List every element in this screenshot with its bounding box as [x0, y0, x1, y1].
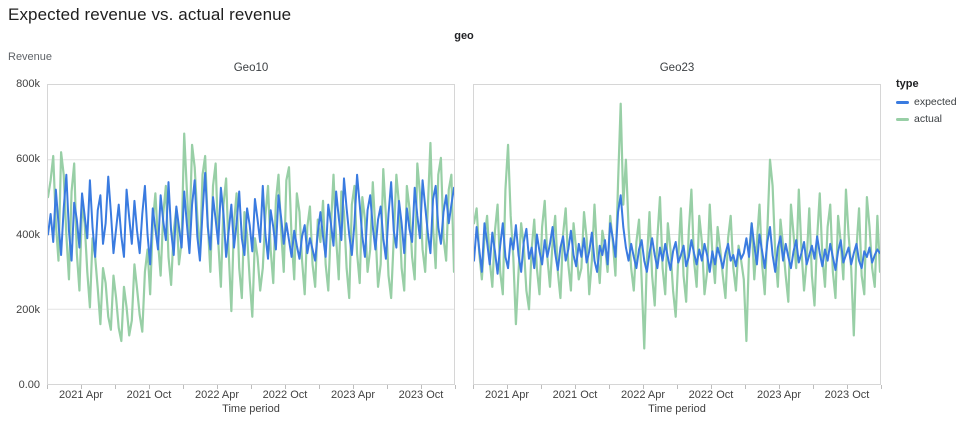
x-tick-mark	[387, 385, 388, 389]
x-tick-label: 2023 Apr	[756, 389, 802, 401]
x-tick-mark	[779, 385, 780, 389]
x-axis-ticks-geo23	[473, 385, 882, 390]
y-tick-label: 0.00	[18, 379, 40, 391]
x-axis-title-geo23: Time period	[648, 403, 706, 415]
x-tick-mark	[353, 385, 354, 389]
y-axis-title: Revenue	[8, 51, 53, 63]
x-tick-mark	[473, 385, 474, 389]
x-tick-mark	[881, 385, 882, 389]
x-tick-mark	[455, 385, 456, 389]
x-tick-label: 2022 Apr	[620, 389, 666, 401]
x-tick-label: 2021 Oct	[552, 389, 598, 401]
series-line-expected	[48, 173, 454, 265]
x-tick-mark	[318, 385, 320, 389]
y-tick-label: 600k	[16, 153, 40, 166]
legend-item-label: actual	[914, 113, 943, 125]
x-tick-mark	[540, 385, 542, 389]
legend: type expected actual	[896, 78, 958, 130]
legend-swatch-icon	[896, 100, 909, 104]
x-tick-mark	[506, 385, 508, 389]
x-tick-mark	[744, 385, 746, 389]
x-axis-tick-labels-geo10: 2021 Apr 2021 Oct 2022 Apr 2022 Oct 2023 Apr…	[47, 389, 455, 402]
x-axis-tick-labels-geo23: 2021 Apr 2021 Oct 2022 Apr 2022 Oct 2023 Apr…	[473, 389, 881, 402]
legend-title: type	[896, 78, 919, 90]
x-axis-title-geo10: Time period	[222, 403, 280, 415]
x-tick-mark	[813, 385, 814, 389]
x-tick-label: 2023 Apr	[330, 389, 376, 401]
x-tick-mark	[421, 385, 422, 389]
series-line-actual	[474, 104, 880, 349]
y-tick-label: 200k	[16, 303, 40, 316]
x-tick-mark	[217, 385, 218, 389]
x-tick-mark	[285, 385, 286, 389]
series-line-expected	[474, 195, 880, 273]
facet-title-geo23: Geo23	[659, 62, 695, 74]
chart-title: Expected revenue vs. actual revenue	[8, 5, 292, 24]
line-chart-geo23	[474, 85, 880, 384]
x-tick-label: 2022 Apr	[194, 389, 240, 401]
legend-swatch-icon	[896, 117, 909, 121]
facet-title-geo10: Geo10	[233, 62, 269, 74]
x-tick-label: 2022 Oct	[262, 389, 308, 401]
x-tick-label: 2023 Oct	[824, 389, 870, 401]
x-tick-mark	[149, 385, 150, 389]
series-line-actual	[48, 134, 454, 341]
x-tick-mark	[251, 385, 252, 389]
x-tick-mark	[114, 385, 116, 389]
x-tick-label: 2022 Oct	[688, 389, 734, 401]
x-tick-mark	[80, 385, 82, 389]
x-tick-mark	[182, 385, 184, 389]
legend-item-label: expected	[914, 96, 957, 108]
x-tick-mark	[47, 385, 48, 389]
facet-dimension-label: geo	[454, 30, 474, 42]
legend-item-actual[interactable]: actual	[896, 113, 958, 125]
x-axis-ticks-geo10	[47, 385, 456, 390]
x-tick-label: 2021 Apr	[58, 389, 104, 401]
x-tick-mark	[643, 385, 644, 389]
plot-area-geo10	[47, 84, 455, 385]
x-tick-label: 2021 Oct	[126, 389, 172, 401]
y-tick-label: 800k	[16, 78, 40, 90]
line-chart-geo10	[48, 85, 454, 384]
x-tick-mark	[847, 385, 848, 389]
x-tick-mark	[677, 385, 678, 389]
y-tick-label: 400k	[16, 228, 40, 241]
plot-area-geo23	[473, 84, 881, 385]
x-tick-mark	[711, 385, 712, 389]
legend-item-expected[interactable]: expected	[896, 96, 958, 108]
x-tick-mark	[575, 385, 576, 389]
x-tick-label: 2023 Oct	[398, 389, 444, 401]
x-tick-label: 2021 Apr	[484, 389, 530, 401]
x-tick-mark	[608, 385, 610, 389]
